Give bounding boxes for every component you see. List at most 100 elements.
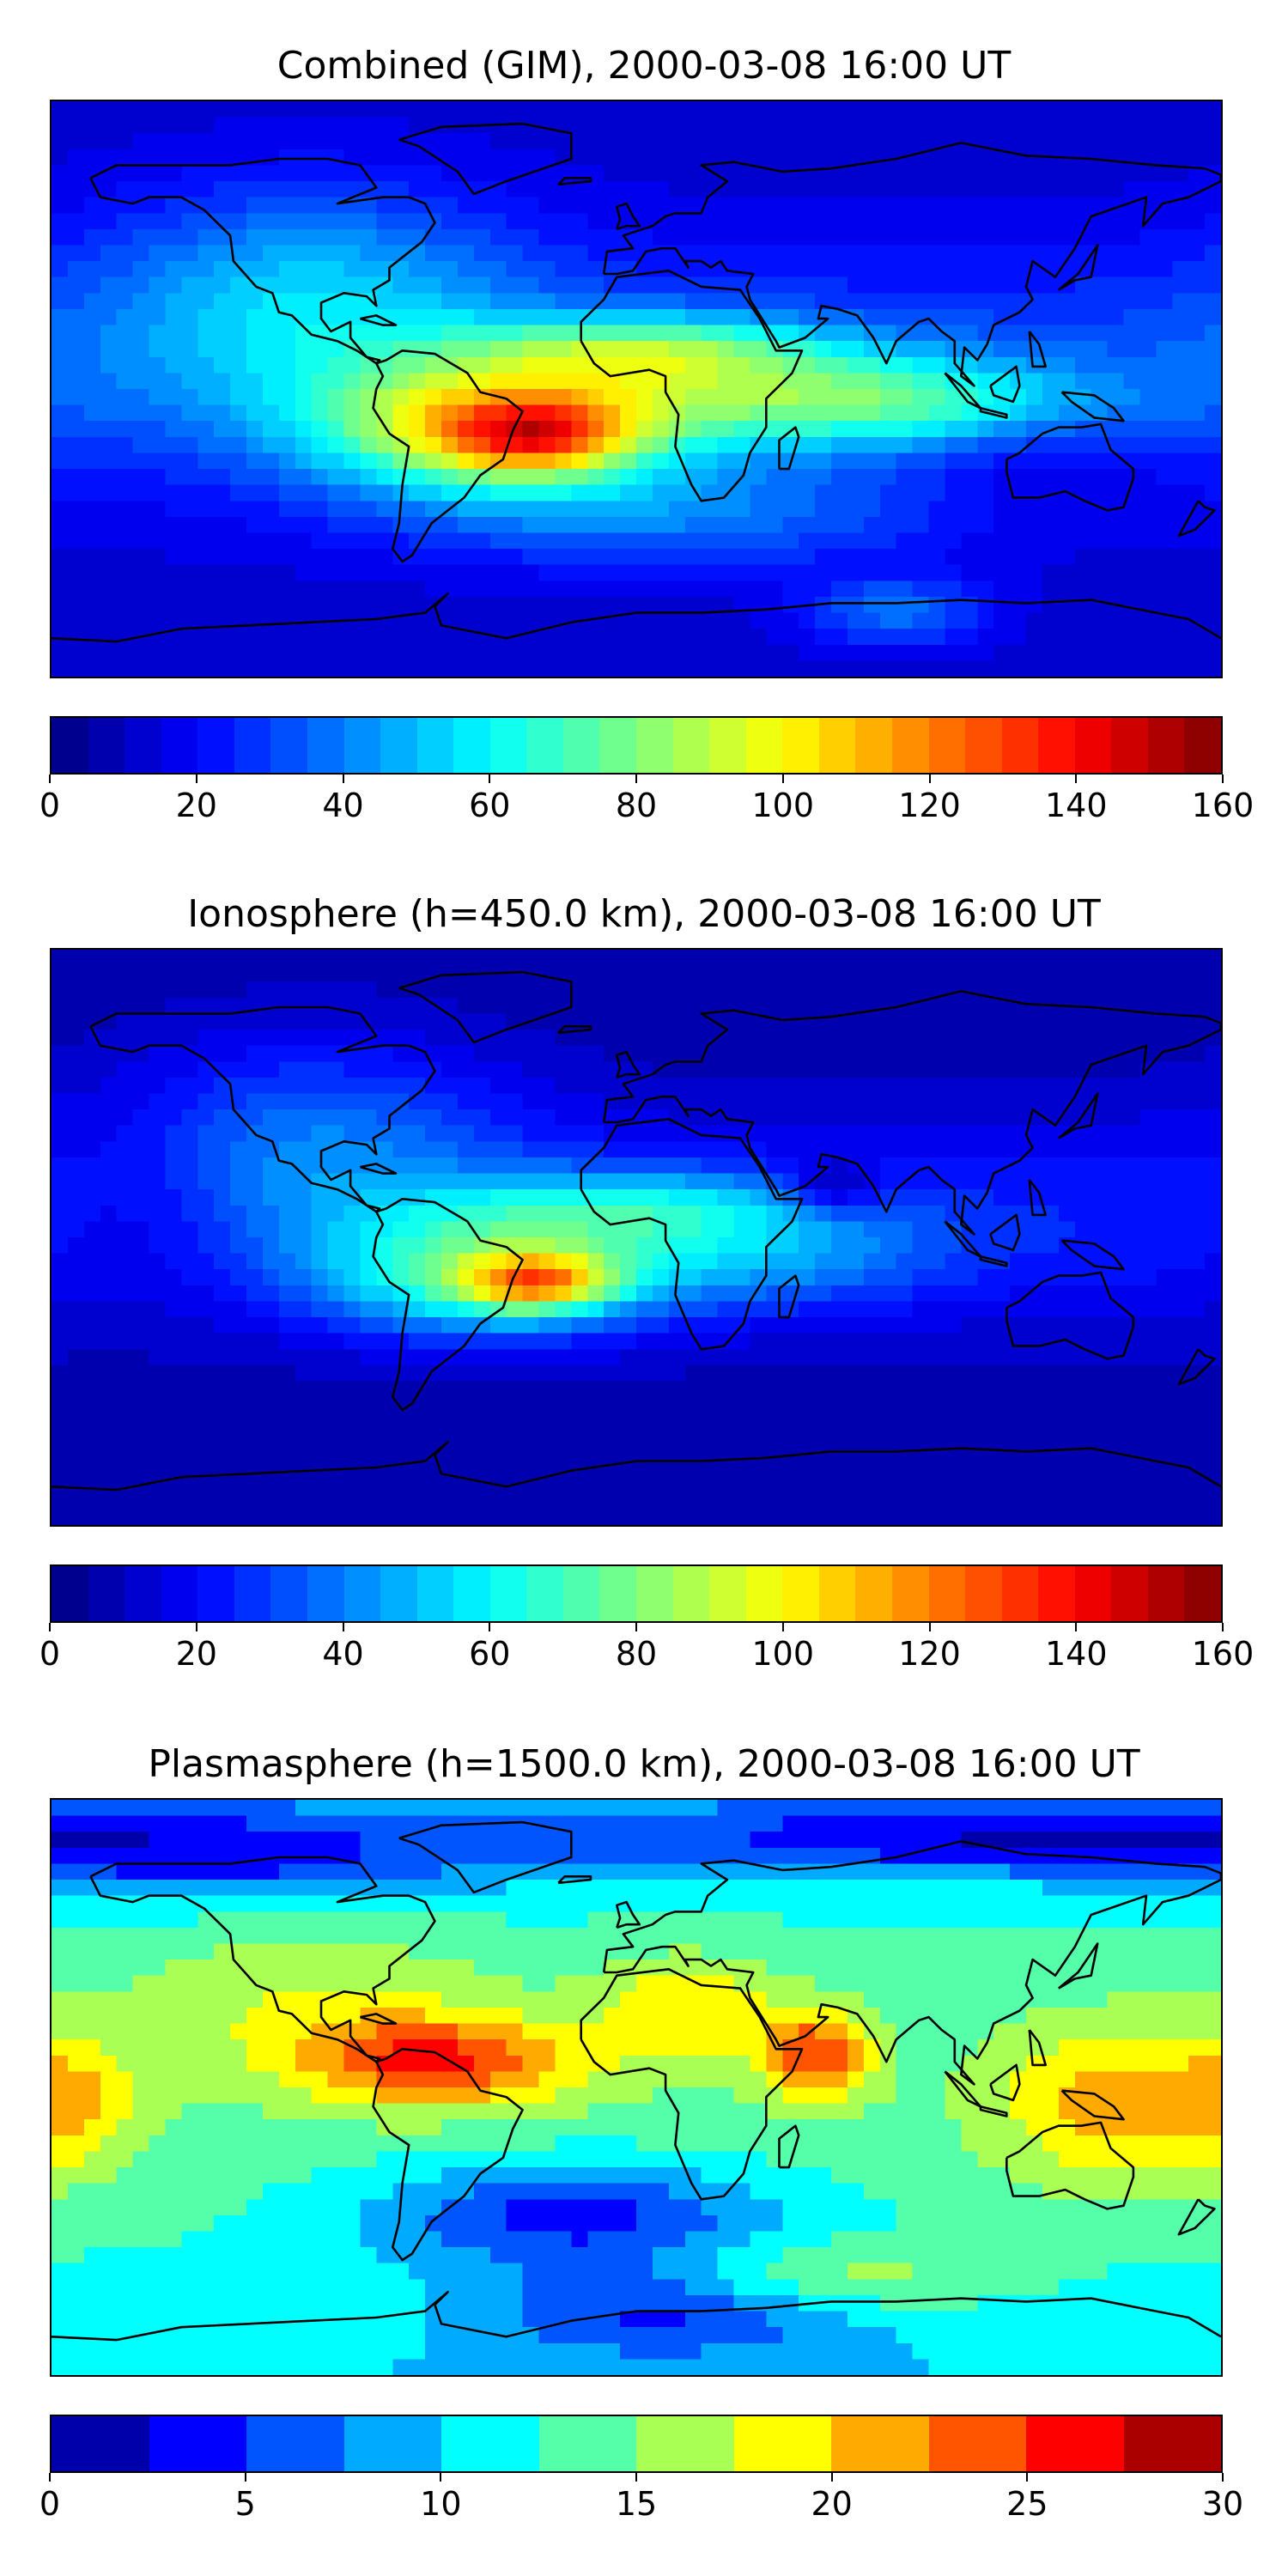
tec-cell bbox=[750, 644, 767, 661]
tec-cell bbox=[262, 261, 280, 278]
tec-cell bbox=[1172, 1364, 1189, 1382]
tec-cell bbox=[392, 1077, 410, 1095]
tec-cell bbox=[766, 501, 783, 518]
tec-cell bbox=[327, 308, 345, 326]
tec-cell bbox=[489, 564, 507, 581]
tec-cell bbox=[392, 389, 410, 406]
tec-cell bbox=[831, 580, 848, 598]
tec-cell bbox=[67, 197, 85, 214]
tec-cell bbox=[197, 356, 215, 374]
tec-cell bbox=[1188, 532, 1206, 550]
tec-cell bbox=[782, 1157, 799, 1175]
tec-cell bbox=[83, 133, 101, 150]
tec-cell bbox=[67, 1157, 85, 1175]
tec-cell bbox=[668, 596, 686, 614]
tec-cell bbox=[1139, 965, 1157, 982]
tec-cell bbox=[782, 950, 799, 967]
tec-cell bbox=[766, 453, 783, 470]
tec-cell bbox=[214, 149, 231, 167]
tec-cell bbox=[230, 644, 247, 661]
tec-cell bbox=[945, 165, 962, 182]
tec-cell bbox=[489, 469, 507, 486]
tec-cell bbox=[1026, 293, 1043, 310]
tec-cell bbox=[1091, 1444, 1109, 1462]
tec-cell bbox=[1010, 1269, 1027, 1286]
tec-cell bbox=[67, 453, 85, 470]
tec-cell bbox=[262, 1061, 280, 1078]
tec-cell bbox=[116, 965, 134, 982]
tec-cell bbox=[733, 1030, 751, 1047]
tec-cell bbox=[717, 1253, 735, 1270]
tec-cell bbox=[441, 421, 459, 438]
tec-cell bbox=[587, 404, 605, 422]
tec-cell bbox=[473, 308, 491, 326]
tec-cell bbox=[441, 181, 459, 198]
tec-cell bbox=[67, 213, 85, 230]
tec-cell bbox=[1107, 341, 1125, 358]
tec-cell bbox=[555, 644, 572, 661]
tec-cell bbox=[425, 101, 442, 118]
tec-cell bbox=[278, 133, 296, 150]
tec-cell bbox=[473, 356, 491, 374]
tec-cell bbox=[1205, 981, 1221, 999]
tec-cell bbox=[668, 1157, 686, 1175]
tec-cell bbox=[376, 580, 393, 598]
tec-cell bbox=[879, 596, 897, 614]
tec-cell bbox=[246, 1189, 264, 1206]
tec-cell bbox=[1139, 149, 1157, 167]
tec-cell bbox=[214, 1125, 231, 1142]
coastline bbox=[615, 202, 641, 231]
tec-cell bbox=[555, 549, 572, 566]
tec-cell bbox=[1091, 1013, 1109, 1030]
tec-cell bbox=[1042, 1125, 1060, 1142]
tec-cell bbox=[847, 356, 865, 374]
tec-cell bbox=[295, 1125, 313, 1142]
tec-cell bbox=[555, 1381, 572, 1398]
tec-cell bbox=[67, 1461, 85, 1478]
tec-cell bbox=[360, 1237, 377, 1255]
tec-cell bbox=[879, 965, 897, 982]
tec-cell bbox=[733, 660, 751, 677]
tec-cell bbox=[668, 389, 686, 406]
tec-cell bbox=[1107, 1333, 1125, 1350]
tec-cell bbox=[1107, 1030, 1125, 1047]
tec-cell bbox=[457, 421, 475, 438]
tec-cell bbox=[538, 580, 556, 598]
tec-cell bbox=[1091, 564, 1109, 581]
tec-cell bbox=[879, 1061, 897, 1078]
tec-cell bbox=[522, 1301, 540, 1318]
tec-cell bbox=[360, 133, 377, 150]
tec-cell bbox=[278, 1317, 296, 1334]
tec-cell bbox=[945, 356, 962, 374]
tec-cell bbox=[945, 1109, 962, 1127]
tec-cell bbox=[815, 950, 832, 967]
tec-cell bbox=[376, 629, 393, 646]
tec-cell bbox=[489, 950, 507, 967]
tec-cell bbox=[1107, 1413, 1125, 1430]
tec-cell bbox=[912, 1364, 930, 1382]
tec-cell bbox=[750, 101, 767, 118]
tec-cell bbox=[684, 1349, 702, 1366]
coastline bbox=[778, 426, 800, 471]
tec-cell bbox=[652, 101, 670, 118]
tec-cell bbox=[425, 1221, 442, 1238]
tec-cell bbox=[587, 1221, 605, 1238]
tec-cell bbox=[376, 165, 393, 182]
tec-cell bbox=[620, 245, 637, 262]
tec-cell bbox=[52, 1157, 69, 1175]
tec-cell bbox=[295, 1444, 313, 1462]
tec-cell bbox=[587, 1141, 605, 1158]
coastline bbox=[602, 142, 1221, 387]
tec-cell bbox=[863, 469, 881, 486]
tec-cell bbox=[782, 1364, 799, 1382]
tec-cell bbox=[863, 1317, 881, 1334]
tec-cell bbox=[181, 149, 198, 167]
tec-cell bbox=[489, 228, 507, 246]
tec-cell bbox=[230, 981, 247, 999]
tec-cell bbox=[1107, 580, 1125, 598]
tec-cell bbox=[360, 1221, 377, 1238]
tec-cell bbox=[1156, 325, 1173, 342]
tec-cell bbox=[684, 373, 702, 390]
tec-cell bbox=[1107, 612, 1125, 629]
tec-cell bbox=[149, 276, 167, 294]
